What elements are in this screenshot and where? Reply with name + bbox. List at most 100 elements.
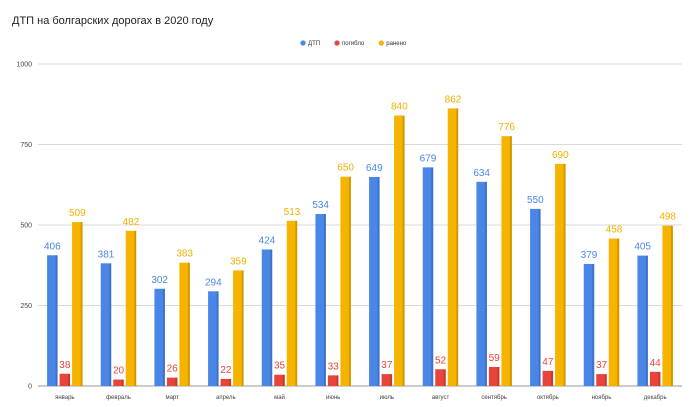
y-tick-label: 500 bbox=[20, 223, 32, 230]
bar-shade bbox=[68, 373, 71, 386]
x-tick-label: июнь bbox=[326, 395, 340, 401]
bar-shade bbox=[134, 230, 137, 386]
bar-shade bbox=[55, 255, 58, 386]
x-tick-label: март bbox=[165, 395, 179, 401]
x-tick-label: декабрь bbox=[644, 395, 667, 401]
y-tick-label: 750 bbox=[20, 142, 32, 149]
bar-shade bbox=[162, 288, 165, 386]
bar-shade bbox=[456, 108, 459, 386]
bar-ранено bbox=[125, 230, 137, 386]
bar-shade bbox=[336, 375, 339, 386]
bar-ранено bbox=[72, 222, 83, 386]
bar-ДТП bbox=[261, 249, 273, 386]
data-label: 20 bbox=[113, 366, 125, 377]
bar-shade bbox=[348, 176, 351, 386]
bar-shade bbox=[270, 249, 273, 386]
bar-ранено bbox=[340, 176, 351, 386]
bar-shade bbox=[216, 291, 219, 386]
data-label: 424 bbox=[259, 235, 276, 246]
bar-shade bbox=[604, 374, 607, 386]
data-label: 679 bbox=[420, 153, 437, 164]
bar-shade bbox=[241, 270, 244, 386]
data-label: 379 bbox=[581, 250, 598, 261]
bar-погибло bbox=[542, 370, 554, 386]
data-label: 406 bbox=[44, 241, 61, 252]
data-label: 550 bbox=[527, 195, 544, 206]
x-tick-label: январь bbox=[55, 395, 74, 401]
data-label: 47 bbox=[542, 357, 554, 368]
bar-shade bbox=[538, 208, 541, 386]
bar-погибло bbox=[327, 375, 339, 386]
legend-label: ДТП bbox=[308, 41, 320, 47]
gridlines bbox=[38, 63, 682, 387]
bar-shade bbox=[229, 378, 232, 386]
data-label: 59 bbox=[489, 353, 501, 364]
bar-shade bbox=[402, 115, 405, 387]
data-label: 513 bbox=[284, 207, 301, 218]
bar-ДТП bbox=[637, 255, 648, 386]
bar-shade bbox=[497, 367, 500, 386]
legend-swatch bbox=[334, 40, 340, 46]
x-tick-label: октябрь bbox=[537, 395, 559, 401]
bar-ранено bbox=[608, 238, 620, 386]
bar-shade bbox=[377, 177, 380, 386]
bar-ДТП bbox=[369, 177, 380, 386]
value-labels: 406 38 509 381 20 482 302 26 383 294 22 359 424 35 513… bbox=[44, 94, 676, 376]
bar-ДТП bbox=[530, 208, 541, 386]
x-tick-label: апрель bbox=[216, 395, 236, 401]
bars bbox=[47, 108, 673, 387]
x-tick-label: ноябрь bbox=[592, 395, 612, 401]
data-label: 38 bbox=[59, 360, 71, 371]
data-label: 33 bbox=[328, 361, 340, 372]
y-tick-label: 250 bbox=[20, 303, 32, 310]
y-tick-label: 0 bbox=[28, 384, 32, 391]
bar-ранено bbox=[555, 163, 566, 386]
data-label: 498 bbox=[659, 212, 676, 223]
legend-swatch bbox=[378, 40, 384, 46]
chart-title: ДТП на болгарских дорогах в 2020 году bbox=[12, 15, 214, 27]
bar-ДТП bbox=[422, 167, 434, 386]
bar-shade bbox=[563, 163, 566, 386]
data-label: 650 bbox=[337, 163, 354, 174]
data-label: 649 bbox=[366, 163, 383, 174]
data-label: 37 bbox=[596, 360, 608, 371]
x-tick-label: сентябрь bbox=[481, 395, 507, 401]
bar-погибло bbox=[274, 374, 285, 386]
bar-погибло bbox=[381, 374, 393, 386]
bar-shade bbox=[509, 136, 512, 386]
data-label: 22 bbox=[220, 365, 232, 376]
bar-ДТП bbox=[583, 263, 595, 386]
x-tick-label: май bbox=[274, 394, 285, 401]
bar-shade bbox=[645, 255, 648, 386]
bar-shade bbox=[187, 262, 190, 386]
data-label: 44 bbox=[650, 358, 662, 369]
data-label: 509 bbox=[69, 208, 86, 219]
bar-shade bbox=[670, 225, 673, 386]
legend: ДТП погибло ранено bbox=[300, 40, 407, 47]
bar-shade bbox=[109, 263, 112, 386]
bar-ранено bbox=[662, 225, 673, 386]
bar-ДТП bbox=[47, 255, 58, 386]
data-label: 840 bbox=[391, 102, 408, 113]
bar-ДТП bbox=[315, 214, 326, 386]
bar-ДТП bbox=[100, 263, 112, 386]
data-label: 776 bbox=[498, 122, 515, 133]
bar-погибло bbox=[488, 367, 500, 386]
bar-shade bbox=[295, 220, 298, 386]
bar-shade bbox=[658, 371, 661, 386]
bar-ранено bbox=[447, 108, 459, 386]
bar-погибло bbox=[220, 378, 232, 386]
bar-погибло bbox=[596, 374, 607, 386]
bar-shade bbox=[592, 263, 595, 386]
data-label: 294 bbox=[205, 277, 222, 288]
x-axis: январь февраль март апрель май июнь июль август… bbox=[55, 394, 666, 401]
data-label: 862 bbox=[445, 94, 462, 105]
bar-погибло bbox=[166, 377, 178, 386]
bar-shade bbox=[80, 222, 83, 386]
bar-shade bbox=[484, 181, 487, 386]
bar-погибло bbox=[59, 373, 71, 386]
bar-shade bbox=[121, 379, 124, 386]
data-label: 634 bbox=[473, 168, 490, 179]
bar-shade bbox=[175, 377, 178, 386]
